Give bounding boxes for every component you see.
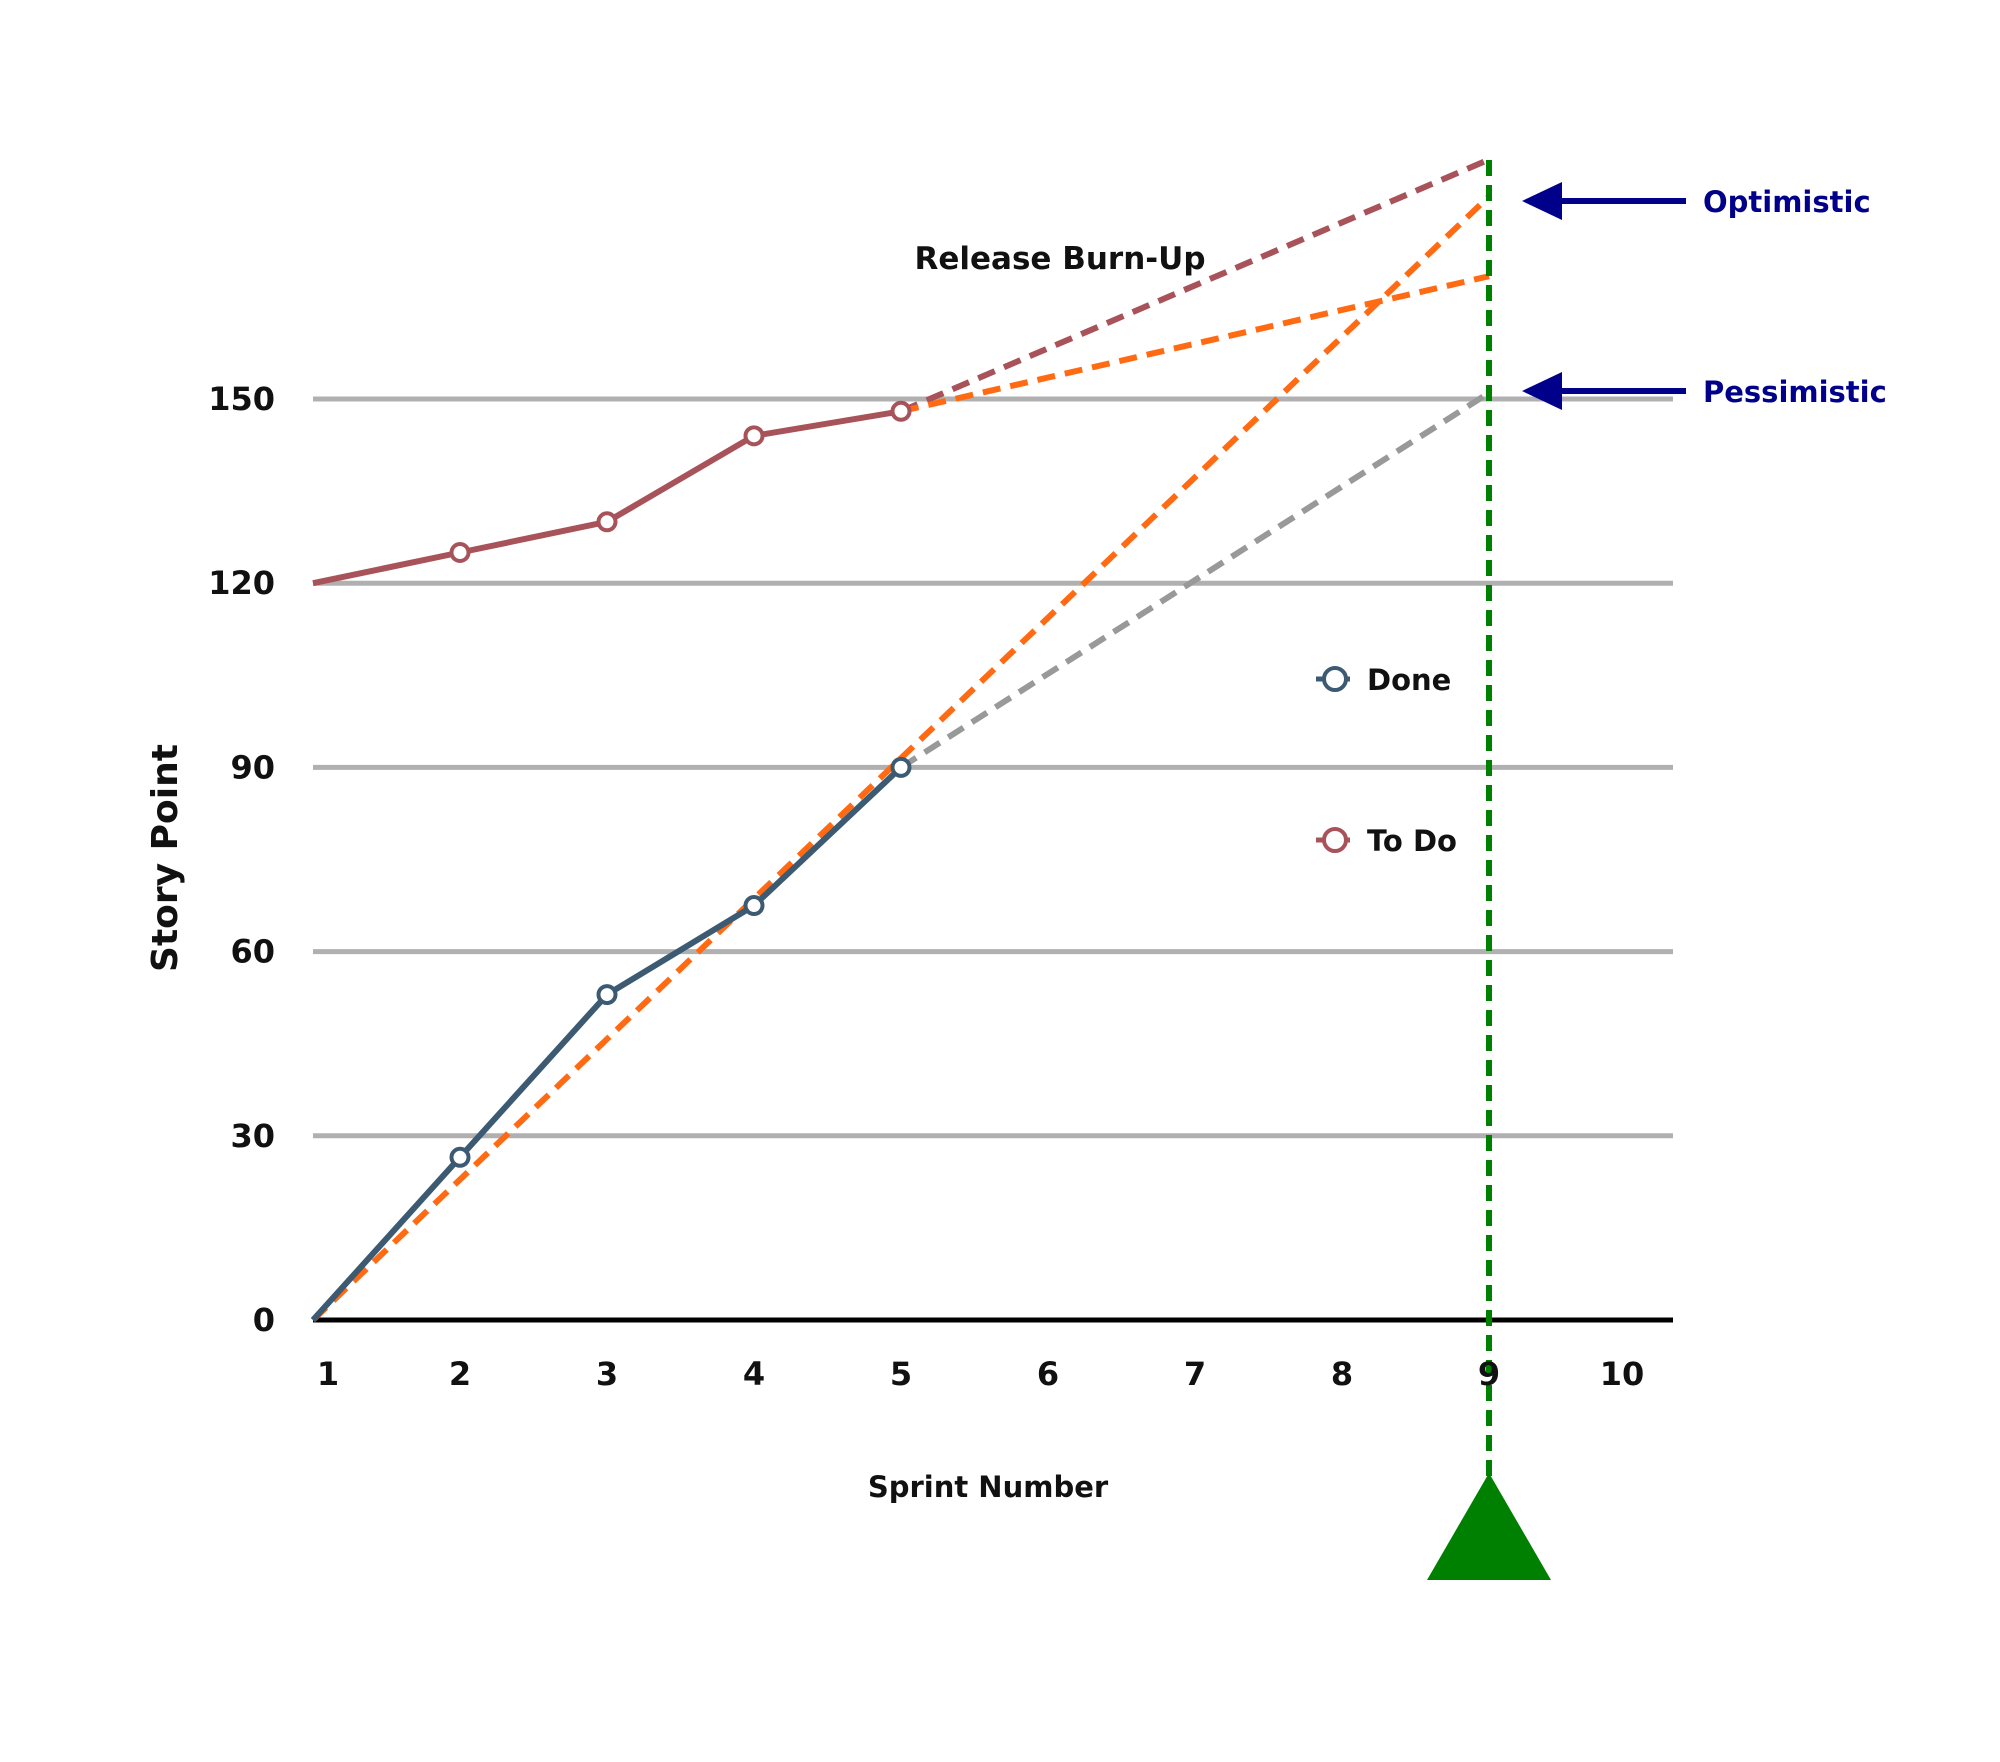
legend-label-done: Done xyxy=(1367,663,1451,697)
legend-label-todo: To Do xyxy=(1367,824,1457,858)
annotation-optimistic: Optimistic xyxy=(1522,182,1871,220)
legend: Done To Do xyxy=(1316,663,1457,858)
data-point-to-do-5 xyxy=(890,400,912,422)
projection-line-1 xyxy=(899,156,1491,415)
series-lines xyxy=(310,400,912,1323)
data-point-done-3 xyxy=(596,984,618,1006)
data-point-to-do-3 xyxy=(596,511,618,533)
arrow-head-icon xyxy=(1522,372,1562,410)
y-tick-label-60: 60 xyxy=(230,933,275,971)
arrow-head-icon xyxy=(1522,182,1562,220)
x-tick-label-10: 10 xyxy=(1600,1355,1645,1393)
data-point-to-do-2 xyxy=(449,542,471,563)
y-tick-label-90: 90 xyxy=(230,748,275,786)
legend-item-todo: To Do xyxy=(1316,824,1457,858)
series-line-to-do xyxy=(312,408,902,587)
data-point-done-2 xyxy=(449,1146,471,1168)
x-tick-label-4: 4 xyxy=(743,1355,765,1393)
x-tick-label-7: 7 xyxy=(1184,1355,1206,1393)
y-tick-label-30: 30 xyxy=(230,1117,275,1155)
projection-lines xyxy=(310,156,1492,1323)
data-point-done-5 xyxy=(890,756,912,778)
axis-tick-labels: 0 30 60 90 120 150 1 2 3 4 5 6 7 8 9 10 xyxy=(208,380,1644,1393)
x-tick-label-8: 8 xyxy=(1331,1355,1353,1393)
legend-item-done: Done xyxy=(1316,663,1451,697)
x-tick-label-5: 5 xyxy=(890,1355,912,1393)
legend-marker-done xyxy=(1322,666,1348,692)
y-tick-label-150: 150 xyxy=(208,380,275,418)
release-triangle-icon xyxy=(1427,1473,1551,1580)
x-tick-label-1: 1 xyxy=(317,1355,339,1393)
legend-marker-todo xyxy=(1322,827,1348,853)
x-tick-label-6: 6 xyxy=(1037,1355,1059,1393)
x-tick-label-3: 3 xyxy=(596,1355,618,1393)
x-tick-label-2: 2 xyxy=(449,1355,471,1393)
x-axis-label: Sprint Number xyxy=(868,1470,1109,1504)
annotation-optimistic-label: Optimistic xyxy=(1703,185,1871,219)
projection-line-2 xyxy=(900,273,1490,415)
annotation-pessimistic-label: Pessimistic xyxy=(1703,375,1887,409)
data-point-done-4 xyxy=(743,895,765,917)
release-marker xyxy=(1427,160,1551,1580)
projection-line-4 xyxy=(899,390,1491,770)
chart-title: Release Burn-Up xyxy=(914,241,1205,277)
data-point-to-do-4 xyxy=(743,425,765,447)
y-tick-label-0: 0 xyxy=(253,1301,275,1339)
grid-lines xyxy=(313,396,1673,1323)
x-tick-label-9: 9 xyxy=(1478,1355,1500,1393)
y-tick-label-120: 120 xyxy=(208,564,275,602)
annotation-pessimistic: Pessimistic xyxy=(1522,372,1887,410)
y-axis-label: Story Point xyxy=(145,744,186,972)
